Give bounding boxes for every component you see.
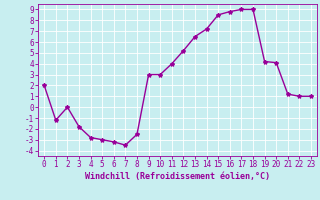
X-axis label: Windchill (Refroidissement éolien,°C): Windchill (Refroidissement éolien,°C)	[85, 172, 270, 181]
